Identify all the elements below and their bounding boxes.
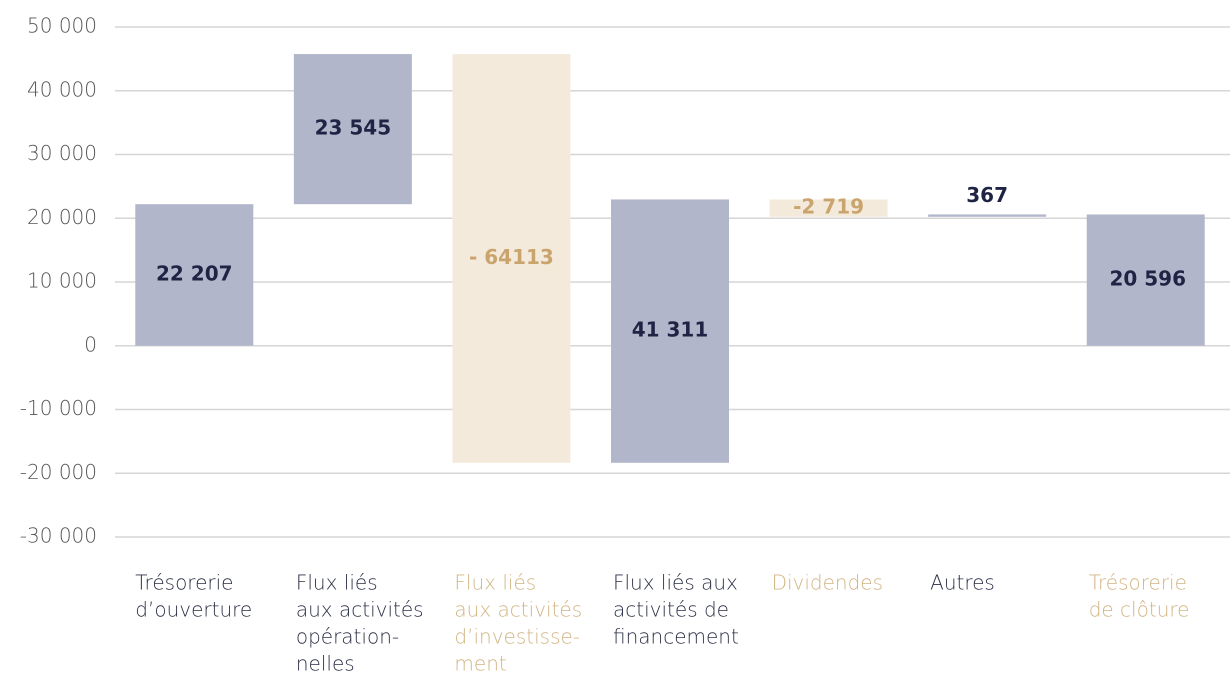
x-tick-label-line: financement xyxy=(613,625,739,649)
x-tick-label-line: aux activités xyxy=(296,598,424,622)
x-tick-label-line: ment xyxy=(454,652,506,676)
y-tick-label: 20 000 xyxy=(27,205,97,229)
x-tick-label-line: Dividendes xyxy=(772,571,883,595)
y-tick-label: -10 000 xyxy=(20,396,97,420)
bar xyxy=(611,199,729,463)
x-tick-label-line: d’investisse- xyxy=(454,625,580,649)
x-tick-label-line: Flux liés xyxy=(296,571,378,595)
x-tick-label-line: Autres xyxy=(930,571,995,595)
x-tick-label-line: activités de xyxy=(613,598,729,622)
value-label: 41 311 xyxy=(632,318,709,342)
bar xyxy=(135,204,254,346)
value-label: -2 719 xyxy=(793,195,864,219)
x-tick-label: Flux liés aux activités de financement xyxy=(613,571,739,649)
x-tick-label-line: d’ouverture xyxy=(135,598,252,622)
x-tick-label: Trésorerie d’ouverture xyxy=(135,571,252,622)
x-tick-label-line: Flux liés aux xyxy=(613,571,738,595)
bar xyxy=(769,199,888,217)
x-tick-label: Dividendes xyxy=(772,571,883,595)
x-tick-label-line: opération- xyxy=(296,625,399,649)
x-tick-label: Flux liés aux activités d’investisse-ment xyxy=(454,571,582,676)
x-tick-label-line: Flux liés xyxy=(454,571,536,595)
bar xyxy=(293,54,412,205)
bar xyxy=(452,54,571,463)
x-tick-label-line: Trésorerie xyxy=(1089,571,1187,595)
value-label: 23 545 xyxy=(315,116,392,140)
x-tick-label: Flux liés aux activités opération-nelles xyxy=(296,571,424,676)
bar xyxy=(1086,214,1205,346)
x-tick-label-line: nelles xyxy=(296,652,355,676)
y-tick-label: -20 000 xyxy=(20,460,97,484)
x-tick-label: Autres xyxy=(930,571,995,595)
value-label: 20 596 xyxy=(1109,267,1186,291)
value-label: 367 xyxy=(966,183,1008,207)
y-tick-label: 0 xyxy=(84,332,97,356)
x-tick-label: Trésorerie de clôture xyxy=(1089,571,1190,622)
bar xyxy=(928,214,1047,217)
y-tick-label: 30 000 xyxy=(27,141,97,165)
x-tick-label-line: aux activités xyxy=(454,598,582,622)
y-tick-label: 50 000 xyxy=(27,14,97,38)
x-tick-label-line: de clôture xyxy=(1089,598,1190,622)
y-tick-label: 10 000 xyxy=(27,269,97,293)
y-tick-label: -30 000 xyxy=(20,524,97,548)
y-tick-label: 40 000 xyxy=(27,77,97,101)
value-label: 22 207 xyxy=(156,261,233,285)
value-label: - 64113 xyxy=(469,245,554,269)
x-tick-label-line: Trésorerie xyxy=(135,571,233,595)
